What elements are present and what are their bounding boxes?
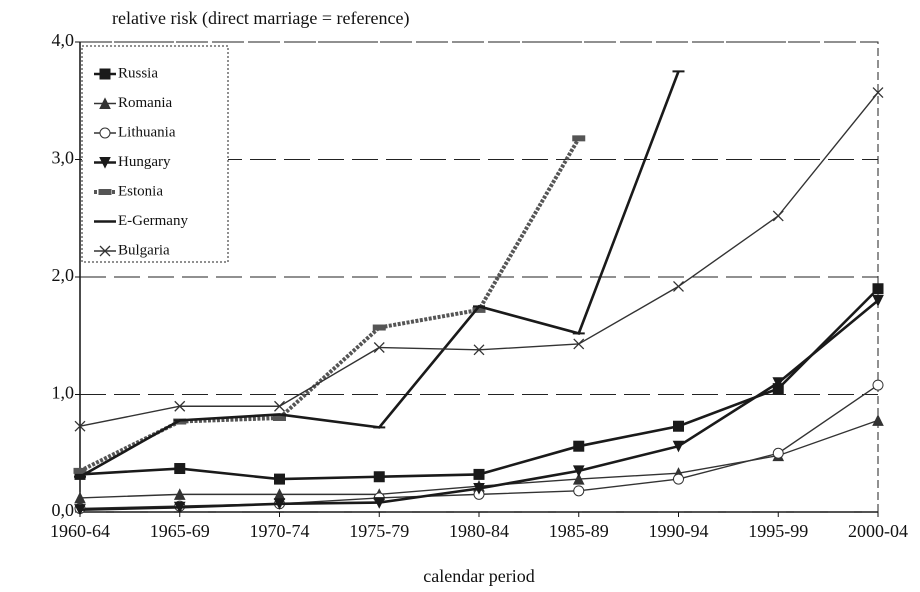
- y-tick-label: 0,0: [52, 500, 75, 520]
- data-point: [673, 473, 684, 485]
- y-tick-label: 2,0: [52, 265, 75, 285]
- data-point: [572, 135, 586, 142]
- data-point: [74, 504, 86, 516]
- legend-marker: [99, 127, 111, 139]
- data-point: [673, 280, 684, 292]
- x-tick-label: 1965-69: [150, 521, 210, 541]
- data-point: [572, 472, 585, 485]
- x-tick-label: 1960-64: [50, 521, 110, 541]
- legend-box: [81, 45, 229, 263]
- x-tick-label: 1970-74: [250, 521, 310, 541]
- series-line: [79, 287, 879, 481]
- data-point: [573, 338, 585, 350]
- data-point: [373, 497, 386, 509]
- legend-label: Lithuania: [118, 124, 176, 140]
- y-tick-label: 3,0: [52, 148, 75, 168]
- legend-label: E-Germany: [118, 213, 188, 229]
- data-point: [573, 440, 585, 452]
- legend-marker: [99, 97, 111, 109]
- data-point: [872, 283, 884, 295]
- legend-marker: [99, 68, 111, 80]
- data-point: [673, 420, 684, 432]
- data-point: [473, 483, 485, 495]
- data-point: [872, 295, 884, 307]
- x-tick-label: 1985-89: [549, 521, 609, 541]
- y-axis-title: relative risk (direct marriage = referen…: [112, 8, 409, 29]
- data-point: [274, 400, 285, 412]
- data-point: [73, 467, 87, 474]
- data-point: [273, 498, 286, 510]
- data-point: [373, 471, 385, 483]
- data-point: [274, 473, 285, 485]
- x-tick-label: 1975-79: [349, 521, 409, 541]
- data-point: [74, 420, 86, 432]
- data-point: [672, 440, 685, 453]
- x-tick-label: 1990-94: [649, 521, 709, 541]
- data-point: [174, 400, 186, 412]
- x-axis-title: calendar period: [423, 566, 534, 586]
- legend-label: Estonia: [118, 183, 163, 199]
- legend-label: Bulgaria: [118, 242, 170, 258]
- y-tick-label: 4,0: [52, 30, 75, 50]
- x-tick-label: 1995-99: [748, 521, 808, 541]
- data-point: [173, 501, 186, 514]
- legend-label: Russia: [118, 65, 158, 81]
- data-point: [772, 377, 785, 389]
- data-point: [473, 468, 485, 480]
- data-point: [372, 324, 386, 331]
- x-tick-label: 2000-04: [848, 521, 908, 541]
- x-tick-label: 1980-84: [449, 521, 509, 541]
- data-point: [872, 379, 884, 391]
- legend-label: Hungary: [118, 154, 171, 170]
- data-point: [74, 491, 86, 504]
- data-point: [872, 87, 884, 98]
- data-point: [373, 342, 385, 353]
- data-point: [772, 447, 784, 459]
- data-point: [573, 485, 585, 497]
- legend-marker: [99, 245, 111, 257]
- data-point: [173, 488, 186, 500]
- data-point: [473, 344, 485, 356]
- y-tick-label: 1,0: [52, 383, 75, 403]
- data-point: [772, 210, 784, 222]
- data-point: [174, 463, 186, 475]
- legend-marker: [99, 157, 111, 169]
- data-point: [572, 465, 585, 477]
- data-point: [872, 414, 884, 426]
- legend: Russia Romania Lithuania Hungary Estonia E-Ge…: [81, 45, 229, 263]
- legend-marker: [98, 189, 112, 195]
- legend-label: Romania: [118, 95, 172, 111]
